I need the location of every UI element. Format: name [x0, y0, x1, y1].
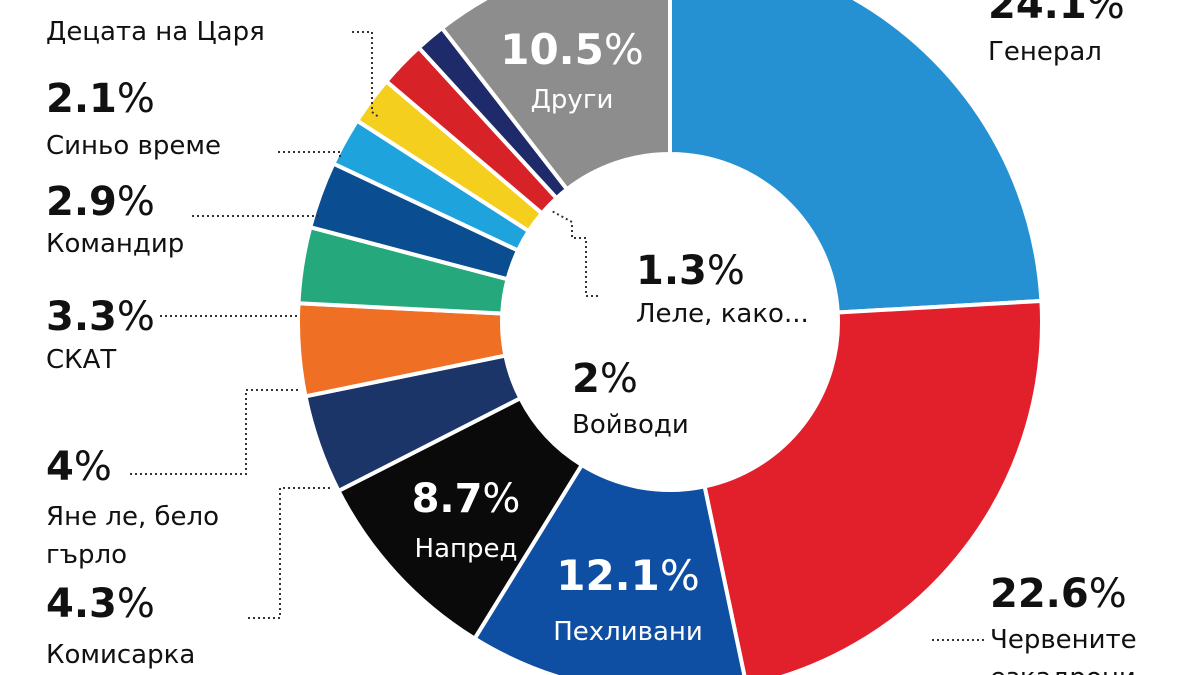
- category-label-червените-line2: езкадрони: [990, 663, 1136, 675]
- slice-други: [439, 0, 672, 192]
- leader-line-komisarka: [248, 487, 330, 619]
- category-label-други: Други: [531, 85, 614, 115]
- category-label-пехливани: Пехливани: [553, 617, 703, 647]
- category-label-войводи: Войводи: [572, 410, 689, 440]
- slice-пехливани: [472, 462, 747, 675]
- category-label-децата-на-царя: Децата на Царя: [46, 17, 265, 47]
- value-label-комисарка: 4.3%: [46, 581, 155, 627]
- value-label-командир: 2.9%: [46, 179, 155, 225]
- category-label-червените: Червените: [990, 625, 1137, 655]
- value-label-леле-како: 1.3%: [636, 248, 745, 294]
- leader-line-yane-le-belo: [130, 389, 300, 475]
- value-label-пехливани: 12.1%: [556, 551, 700, 600]
- value-label-червените: 22.6%: [990, 571, 1127, 617]
- donut-slices: [296, 0, 1044, 675]
- value-label-синьо-време: 2.1%: [46, 76, 155, 122]
- category-label-комисарка: Комисарка: [46, 640, 195, 670]
- category-label-командир: Командир: [46, 229, 184, 259]
- slice-генерал: [668, 0, 1044, 315]
- leader-line-vojvodi: [549, 209, 598, 297]
- leader-line-decata-na-tsarya: [352, 31, 381, 119]
- category-label-яне-ле-бело-line2: гърло: [46, 540, 127, 570]
- value-label-генерал: 24.1%: [988, 0, 1125, 28]
- category-label-скат: СКАТ: [46, 345, 116, 375]
- leader-line-sinyo-vreme: [278, 151, 341, 160]
- category-label-генерал: Генерал: [988, 37, 1102, 67]
- value-label-яне-ле-бело: 4%: [46, 444, 112, 490]
- category-label-синьо-време: Синьо време: [46, 131, 221, 161]
- slice-червените: [702, 298, 1044, 675]
- value-label-децата-на-царя: 2.1%: [46, 0, 155, 6]
- value-label-скат: 3.3%: [46, 294, 155, 340]
- value-label-други: 10.5%: [500, 25, 644, 74]
- data-labels: 24.1% Генерал 22.6% Червените езкадрони 12.1%…: [46, 0, 1137, 675]
- category-label-леле-како: Леле, како...: [636, 299, 809, 329]
- leader-lines: [130, 31, 985, 641]
- value-label-напред: 8.7%: [412, 476, 521, 522]
- value-label-войводи: 2%: [572, 356, 638, 402]
- category-label-напред: Напред: [415, 534, 518, 564]
- category-label-яне-ле-бело: Яне ле, бело: [46, 502, 219, 532]
